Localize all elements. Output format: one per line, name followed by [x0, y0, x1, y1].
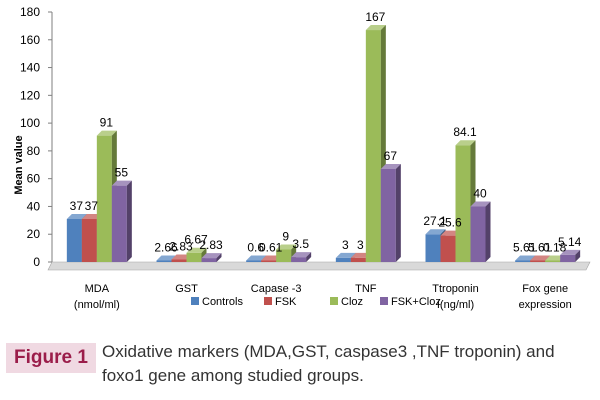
data-label: 0.61 [259, 241, 283, 255]
y-tick-label: 160 [20, 33, 40, 47]
data-label: 67 [384, 149, 398, 163]
bar-fsk-cloz [560, 249, 581, 262]
y-tick-label: 100 [20, 116, 40, 130]
bar-fsk-cloz [380, 163, 401, 262]
y-tick-label: 60 [27, 172, 41, 186]
legend-swatch [380, 297, 388, 305]
legend-label: FSK [275, 296, 297, 308]
x-tick-label: (nmol/ml) [74, 299, 120, 311]
data-label: 9 [282, 230, 289, 244]
legend-label: FSK+Cloz [391, 296, 441, 308]
data-label: 6.67 [184, 233, 208, 247]
legend-item: Controls [191, 296, 243, 308]
data-label: 37 [85, 199, 99, 213]
y-axis-label: Mean value [13, 135, 25, 194]
x-tick-label: MDA [85, 283, 110, 295]
data-label: 37 [70, 199, 84, 213]
data-label: 0.18 [543, 241, 567, 255]
y-tick-label: 40 [27, 199, 41, 213]
y-tick-label: 120 [20, 88, 40, 102]
data-label: 5.61 [528, 241, 552, 255]
data-label: 25.6 [438, 216, 462, 230]
y-tick-label: 180 [20, 5, 40, 19]
legend-label: Controls [202, 296, 243, 308]
figure-label: Figure 1 [6, 343, 96, 373]
x-tick-labels: MDA (nmol/ml) GST Capase -3 TNF Ttroponin I(ng… [74, 283, 572, 311]
legend-swatch [330, 297, 338, 305]
y-tick-labels: 0 20 40 60 80 100 120 140 160 180 [20, 5, 40, 269]
y-tick-label: 140 [20, 61, 40, 75]
data-label: 55 [115, 166, 129, 180]
bar-fsk-cloz [111, 180, 132, 262]
y-tick-label: 20 [27, 227, 41, 241]
legend-label: Cloz [341, 296, 363, 308]
bar-fsk-cloz [201, 253, 222, 262]
data-label: 3.5 [292, 237, 309, 251]
data-label: 84.1 [453, 125, 477, 139]
data-label: 91 [100, 116, 114, 130]
data-label: 5.61 [513, 241, 537, 255]
y-tick-label: 80 [27, 144, 41, 158]
y-tick-label: 0 [33, 255, 40, 269]
data-label: 2.66 [154, 241, 178, 255]
data-label: 0.6 [247, 241, 264, 255]
chart-floor [47, 261, 591, 271]
data-label: 27.1 [423, 214, 447, 228]
x-tick-label: Capase -3 [251, 283, 302, 295]
legend-swatch [191, 297, 199, 305]
bar-fsk-cloz [470, 201, 491, 262]
x-tick-label: Ttroponin [432, 283, 478, 295]
data-label: 40 [473, 186, 487, 200]
caption-text: Oxidative markers (MDA,GST, caspase3 ,TN… [102, 342, 555, 385]
chart-axes [47, 11, 591, 271]
x-tick-label: GST [175, 283, 198, 295]
legend-item: FSK [264, 296, 297, 308]
data-label: 5.14 [558, 235, 582, 249]
legend-item: Cloz [330, 296, 363, 308]
bar-fsk-cloz [291, 252, 312, 262]
figure-caption: Figure 1 Oxidative markers (MDA,GST, cas… [0, 336, 600, 400]
x-tick-label: expression [519, 299, 572, 311]
bar-series [66, 25, 581, 262]
data-label: 2.83 [169, 239, 193, 253]
data-label: 3 [342, 238, 349, 252]
data-label: 2.83 [199, 238, 223, 252]
data-label: 3 [357, 238, 364, 252]
legend-swatch [264, 297, 272, 305]
legend-item: FSK+Cloz [380, 296, 441, 308]
x-tick-label: TNF [355, 283, 377, 295]
legend: Controls FSK Cloz FSK+Cloz [191, 296, 441, 308]
x-tick-label: I(ng/ml) [437, 299, 474, 311]
x-tick-label: Fox gene [522, 283, 568, 295]
data-label: 167 [365, 10, 385, 24]
